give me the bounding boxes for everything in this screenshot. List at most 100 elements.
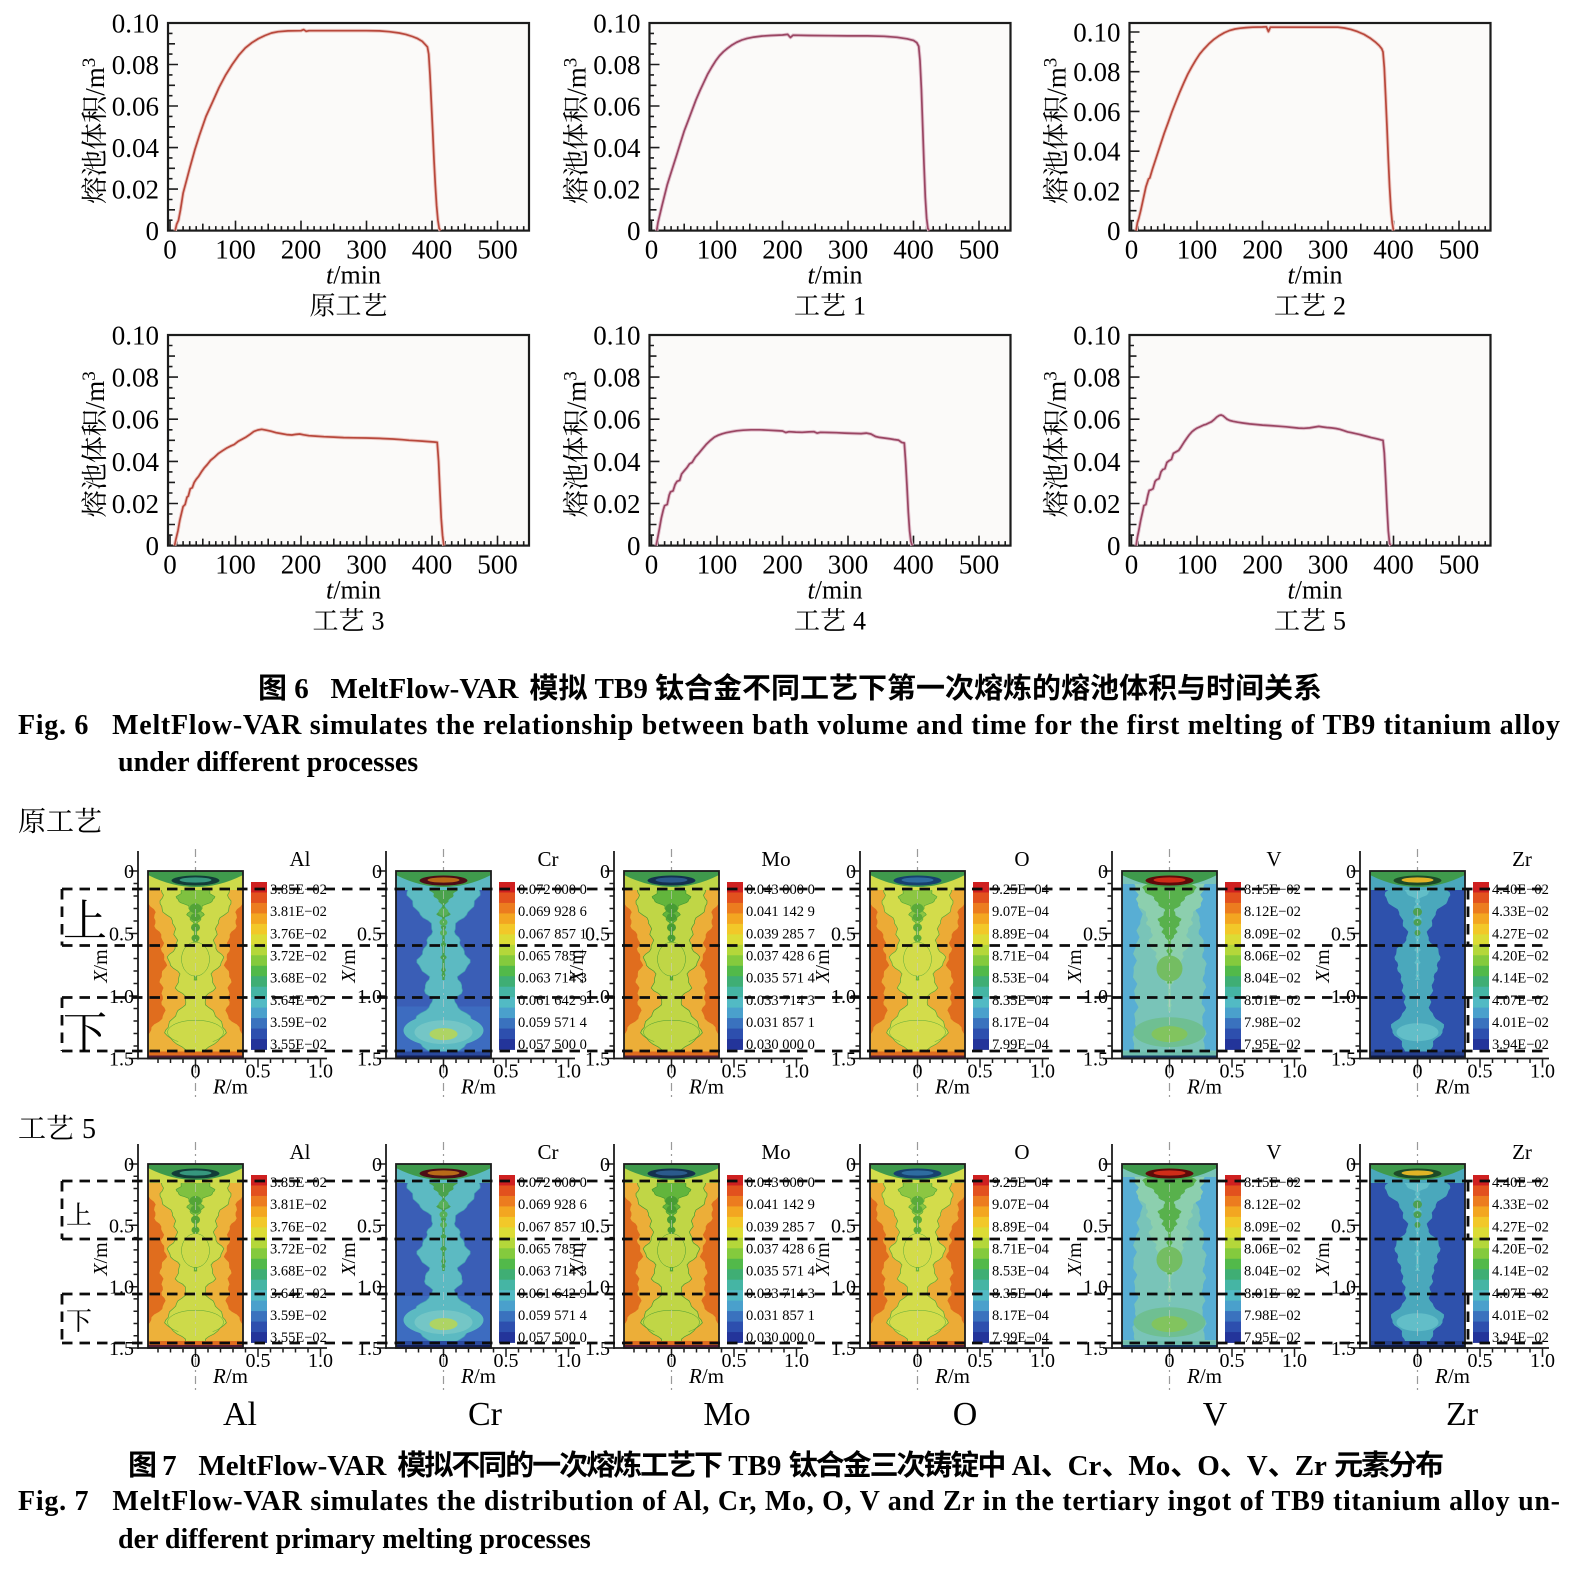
svg-text:0.063 714 3: 0.063 714 3 <box>518 971 587 987</box>
svg-text:200: 200 <box>762 235 803 265</box>
svg-text:300: 300 <box>1308 235 1349 265</box>
svg-text:Cr: Cr <box>468 1396 503 1433</box>
svg-text:0.04: 0.04 <box>593 133 641 163</box>
svg-text:X/m: X/m <box>338 949 360 984</box>
svg-text:0: 0 <box>191 1350 201 1372</box>
svg-text:0: 0 <box>667 1350 677 1372</box>
svg-text:3.76E−02: 3.76E−02 <box>270 926 327 942</box>
svg-text:O: O <box>953 1396 978 1433</box>
svg-text:100: 100 <box>215 550 256 580</box>
svg-text:8.71E−04: 8.71E−04 <box>992 949 1050 965</box>
svg-text:3.59E−02: 3.59E−02 <box>270 1015 327 1031</box>
svg-text:7.95E−02: 7.95E−02 <box>1244 1037 1301 1053</box>
svg-text:t/min: t/min <box>1288 576 1343 605</box>
svg-text:0: 0 <box>913 1350 923 1372</box>
svg-text:0.08: 0.08 <box>1073 363 1120 393</box>
svg-text:R/m: R/m <box>212 1364 248 1388</box>
svg-text:3.72E−02: 3.72E−02 <box>270 949 327 965</box>
svg-text:0.5: 0.5 <box>831 1215 856 1237</box>
svg-text:2: 2 <box>1333 292 1346 321</box>
svg-text:1.5: 1.5 <box>831 1338 856 1360</box>
svg-text:0: 0 <box>667 1061 677 1083</box>
svg-text:3.59E−02: 3.59E−02 <box>270 1308 327 1324</box>
svg-text:0: 0 <box>163 550 177 580</box>
svg-text:0.065 785 7: 0.065 785 7 <box>518 949 587 965</box>
svg-text:Al: Al <box>1004 1450 1040 1482</box>
svg-text:1.0: 1.0 <box>1530 1350 1555 1372</box>
svg-text:8.09E−02: 8.09E−02 <box>1244 1219 1301 1235</box>
svg-text:400: 400 <box>412 550 453 580</box>
svg-text:0.06: 0.06 <box>593 405 640 435</box>
svg-text:0: 0 <box>372 861 382 883</box>
svg-text:200: 200 <box>762 550 803 580</box>
svg-text:8.35E−04: 8.35E−04 <box>992 993 1050 1009</box>
svg-text:TB9: TB9 <box>587 673 655 705</box>
svg-text:Mo: Mo <box>761 847 790 871</box>
svg-text:8.12E−02: 8.12E−02 <box>1244 1197 1301 1213</box>
svg-text:0.5: 0.5 <box>722 1061 747 1083</box>
svg-text:1.5: 1.5 <box>1083 1049 1108 1071</box>
svg-text:R/m: R/m <box>688 1075 724 1099</box>
svg-text:O: O <box>1197 1450 1220 1482</box>
svg-text:0.5: 0.5 <box>1083 924 1108 946</box>
svg-text:0.02: 0.02 <box>593 175 640 205</box>
svg-text:0: 0 <box>1165 1350 1175 1372</box>
svg-text:Mo: Mo <box>1128 1450 1170 1482</box>
svg-text:1.0: 1.0 <box>556 1350 581 1372</box>
svg-text:8.04E−02: 8.04E−02 <box>1244 1264 1301 1280</box>
svg-text:0.072 000 0: 0.072 000 0 <box>518 1175 587 1191</box>
svg-text:3.85E−02: 3.85E−02 <box>270 1175 327 1191</box>
svg-text:9.07E−04: 9.07E−04 <box>992 904 1050 920</box>
svg-text:0.067 857 1: 0.067 857 1 <box>518 1219 587 1235</box>
svg-text:7.98E−02: 7.98E−02 <box>1244 1308 1301 1324</box>
svg-text:0.08: 0.08 <box>593 363 640 393</box>
svg-text:4.01E−02: 4.01E−02 <box>1492 1015 1549 1031</box>
svg-text:0: 0 <box>1125 550 1139 580</box>
svg-text:R/m: R/m <box>1434 1364 1470 1388</box>
svg-text:V: V <box>1266 1140 1281 1164</box>
svg-text:0: 0 <box>600 861 610 883</box>
svg-text:0.059 571 4: 0.059 571 4 <box>518 1308 588 1324</box>
svg-text:0.035 571 4: 0.035 571 4 <box>746 1264 816 1280</box>
svg-text:8.04E−02: 8.04E−02 <box>1244 971 1301 987</box>
svg-text:4.20E−02: 4.20E−02 <box>1492 1242 1549 1258</box>
svg-text:0.5: 0.5 <box>1083 1215 1108 1237</box>
svg-text:1.5: 1.5 <box>831 1049 856 1071</box>
svg-text:3.64E−02: 3.64E−02 <box>270 993 327 1009</box>
svg-text:9.25E−04: 9.25E−04 <box>992 882 1050 898</box>
svg-text:0.043 000 0: 0.043 000 0 <box>746 1175 815 1191</box>
svg-text:0: 0 <box>1098 1154 1108 1176</box>
svg-text:0: 0 <box>1098 861 1108 883</box>
svg-text:R/m: R/m <box>934 1364 970 1388</box>
svg-text:8.01E−02: 8.01E−02 <box>1244 993 1301 1009</box>
svg-text:4.14E−02: 4.14E−02 <box>1492 971 1549 987</box>
svg-text:8.09E−02: 8.09E−02 <box>1244 926 1301 942</box>
svg-text:0: 0 <box>913 1061 923 1083</box>
svg-text:t/min: t/min <box>808 261 863 290</box>
svg-text:1.5: 1.5 <box>585 1338 610 1360</box>
svg-text:V: V <box>1247 1450 1268 1482</box>
svg-text:8.06E−02: 8.06E−02 <box>1244 949 1301 965</box>
svg-text:0: 0 <box>645 550 659 580</box>
svg-text:Zr: Zr <box>1512 1140 1532 1164</box>
svg-text:t/min: t/min <box>808 576 863 605</box>
svg-text:1.0: 1.0 <box>1282 1350 1307 1372</box>
svg-text:4.33E−02: 4.33E−02 <box>1492 904 1549 920</box>
svg-text:t/min: t/min <box>326 576 381 605</box>
svg-text:0: 0 <box>124 1154 134 1176</box>
svg-text:0.5: 0.5 <box>1331 1215 1356 1237</box>
svg-text:4.27E−02: 4.27E−02 <box>1492 1219 1549 1235</box>
svg-text:4.40E−02: 4.40E−02 <box>1492 1175 1549 1191</box>
svg-text:0.5: 0.5 <box>968 1061 993 1083</box>
svg-text:500: 500 <box>959 550 1000 580</box>
svg-text:400: 400 <box>893 235 934 265</box>
svg-text:1.5: 1.5 <box>109 1338 134 1360</box>
svg-text:1.0: 1.0 <box>1030 1061 1055 1083</box>
svg-text:0.10: 0.10 <box>1073 321 1120 351</box>
svg-text:100: 100 <box>215 235 256 265</box>
svg-text:X/m: X/m <box>1064 949 1086 984</box>
svg-text:1.5: 1.5 <box>585 1049 610 1071</box>
svg-text:4.20E−02: 4.20E−02 <box>1492 949 1549 965</box>
svg-text:8.89E−04: 8.89E−04 <box>992 1219 1050 1235</box>
svg-text:4.07E−02: 4.07E−02 <box>1492 993 1549 1009</box>
